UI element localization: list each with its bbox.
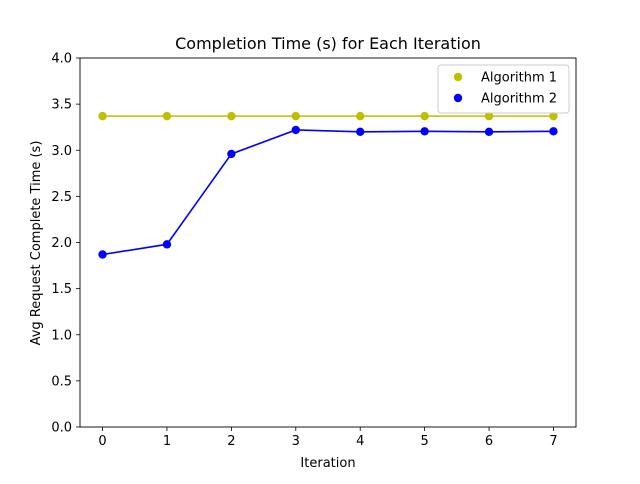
data-point [162,240,172,249]
data-point [356,127,365,136]
data-point [291,125,300,135]
data-point [484,127,494,136]
chart-title: Completion Time (s) for Each Iteration [175,34,481,53]
data-point [291,111,300,121]
plot-area: 0 1 2 3 4 5 6 7 0.0 0.5 1.0 1.5 2.0 2.5 3.0 3.5 4.0 [51,52,577,449]
series-line-2 [102,129,554,256]
y-tick-label: 0.0 [51,421,72,436]
y-tick-label: 2.0 [51,236,72,251]
data-point [356,111,365,121]
data-point [162,111,172,121]
data-point [227,149,236,159]
y-axis-label: Avg Request Complete Time (s) [29,141,44,346]
x-tick-label: 7 [549,434,557,449]
y-tick-label: 2.5 [51,190,72,205]
data-point [420,111,429,121]
x-tick-label: 2 [227,434,235,449]
y-tick-label: 4.0 [51,52,72,67]
data-point [484,111,494,121]
x-tick-label: 5 [420,434,428,449]
data-point [420,127,429,136]
data-point [549,127,558,136]
y-tick-label: 3.5 [51,98,72,113]
x-tick-label: 0 [98,434,106,449]
legend-marker [453,93,463,103]
y-tick-label: 0.5 [51,374,72,389]
axes-frame [79,57,577,428]
legend-box [437,64,570,114]
data-point [549,111,558,121]
x-tick-label: 4 [356,434,364,449]
x-tick-label: 6 [485,434,493,449]
data-point [98,250,107,259]
y-tick-label: 1.5 [51,282,72,297]
data-point [98,111,107,121]
data-point [227,111,236,121]
legend-marker [453,72,463,82]
x-tick-label: 3 [292,434,300,449]
legend-label: Algorithm 2 [481,92,557,107]
y-tick-label: 3.0 [51,144,72,159]
x-axis-label: Iteration [300,456,355,471]
x-tick-label: 1 [163,434,171,449]
y-tick-label: 1.0 [51,328,72,343]
legend-label: Algorithm 1 [481,71,557,86]
legend: Algorithm 1 Algorithm 2 [437,64,570,114]
